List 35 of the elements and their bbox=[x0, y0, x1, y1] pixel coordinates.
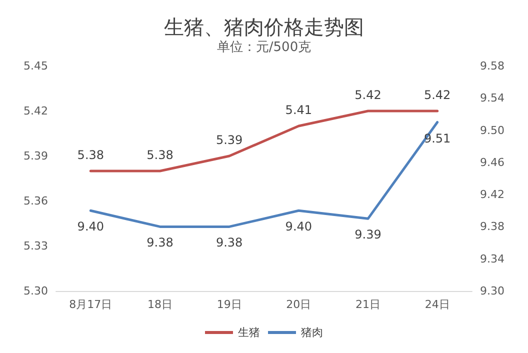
data-label: 5.41 bbox=[285, 103, 312, 117]
y-tick-label: 5.45 bbox=[24, 60, 48, 72]
data-label: 9.40 bbox=[77, 220, 104, 234]
legend-label: 生猪 bbox=[238, 326, 260, 339]
data-label: 9.38 bbox=[146, 236, 174, 250]
y2-tick-label: 9.42 bbox=[480, 188, 504, 202]
legend-label: 猪肉 bbox=[301, 326, 323, 339]
y2-tick-label: 9.50 bbox=[480, 124, 504, 137]
x-tick-label: 18日 bbox=[148, 298, 172, 311]
y2-tick-label: 9.54 bbox=[480, 92, 504, 105]
y-tick-label: 5.42 bbox=[24, 104, 48, 118]
data-label: 5.42 bbox=[354, 88, 382, 102]
x-tick-label: 20日 bbox=[286, 298, 312, 311]
x-tick-label: 8月17日 bbox=[69, 298, 112, 311]
y-tick-label: 5.30 bbox=[24, 284, 48, 298]
y-tick-label: 5.36 bbox=[24, 194, 48, 208]
y2-tick-label: 9.38 bbox=[480, 220, 504, 234]
chart-subtitle: 单位：元/500克 bbox=[216, 40, 312, 55]
y2-tick-label: 9.34 bbox=[480, 252, 504, 266]
y2-tick-label: 9.46 bbox=[480, 156, 504, 169]
data-label: 5.42 bbox=[424, 88, 451, 102]
data-label: 5.38 bbox=[77, 148, 104, 162]
chart-title: 生猪、猪肉价格走势图 bbox=[164, 15, 364, 39]
x-tick-label: 24日 bbox=[424, 298, 450, 311]
data-label: 5.39 bbox=[216, 133, 243, 147]
data-label: 9.40 bbox=[285, 220, 312, 234]
x-tick-label: 19日 bbox=[216, 298, 242, 311]
data-label: 5.38 bbox=[146, 148, 174, 162]
data-label: 9.39 bbox=[354, 228, 382, 242]
y-tick-label: 5.33 bbox=[24, 240, 48, 252]
y2-tick-label: 9.30 bbox=[480, 284, 504, 298]
x-tick-label: 21日 bbox=[356, 298, 380, 311]
y2-tick-label: 9.58 bbox=[480, 60, 504, 72]
data-label: 9.38 bbox=[216, 236, 243, 250]
y-tick-label: 5.39 bbox=[24, 150, 48, 162]
